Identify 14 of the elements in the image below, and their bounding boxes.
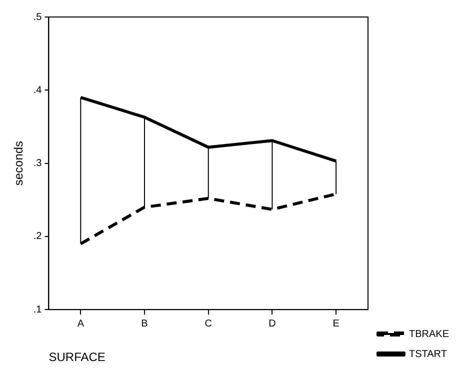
y-axis-title: seconds [12,140,26,186]
y-tick-label: .5 [33,12,42,23]
legend-label: TSTART [408,348,447,360]
x-axis-title: SURFACE [48,350,106,364]
x-tick-label: A [77,318,84,330]
y-tick-label: .2 [33,231,42,242]
y-tick-label: .3 [33,158,42,170]
x-tick-label: D [268,318,276,330]
x-tick-label: B [141,318,148,330]
legend-label: TBRAKE [408,328,450,340]
x-tick-label: C [204,318,212,330]
y-tick-label: .1 [33,304,42,316]
y-tick-label: .4 [33,84,42,96]
x-tick-label: E [332,318,340,330]
